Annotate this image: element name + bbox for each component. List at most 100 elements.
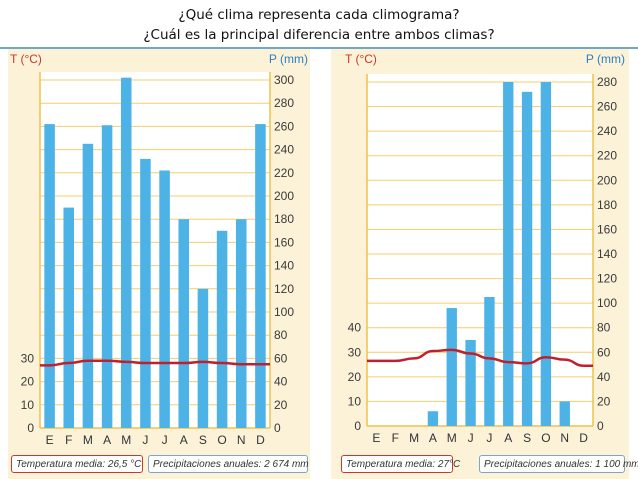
left-precip-bar — [120, 77, 132, 429]
right-precip-bar — [484, 297, 495, 426]
left-month-label: S — [199, 433, 207, 447]
right-right-tick-label: 60 — [597, 345, 611, 359]
left-precip-bar — [235, 219, 247, 428]
left-precip-bar — [216, 230, 228, 428]
right-right-tick-label: 20 — [597, 394, 611, 408]
right-precip-bar — [503, 82, 514, 426]
climograph-left-svg: 0204060801001201401601802002202402602803… — [10, 52, 308, 447]
right-precip-bar — [427, 411, 439, 426]
left-right-axis-title: P (mm) — [269, 52, 308, 66]
right-month-label: M — [447, 431, 457, 445]
left-right-tick-label: 200 — [274, 189, 294, 203]
left-right-tick-label: 140 — [274, 259, 294, 273]
right-right-tick-label: 260 — [597, 100, 617, 114]
left-month-label: J — [142, 433, 148, 447]
left-left-tick-label: 30 — [21, 351, 35, 365]
left-right-tick-label: 60 — [274, 351, 288, 365]
right-month-label: J — [468, 431, 474, 445]
left-left-tick-label: 0 — [27, 421, 34, 435]
right-month-label: J — [486, 431, 492, 445]
right-precip-bar — [540, 82, 552, 426]
left-right-tick-label: 180 — [274, 212, 294, 226]
climograph-right: 0 20 40 60 80 100 120 140 160 180 200 220 240 260 280 0… — [331, 49, 638, 479]
right-month-label: M — [409, 431, 419, 445]
climograph-right-svg: 0 20 40 60 80 100 120 140 160 180 200 220 240 260 280 0… — [345, 52, 625, 445]
left-right-tick-label: 120 — [274, 282, 294, 296]
left-month-label: J — [162, 433, 168, 447]
right-right-tick-label: 0 — [597, 419, 604, 433]
left-month-label: F — [65, 433, 72, 447]
left-month-label: O — [217, 433, 226, 447]
annual-precipitation-box-right: Precipitaciones anuales: 1 100 mm — [479, 455, 638, 473]
right-right-tick-label: 80 — [597, 321, 611, 335]
right-right-tick-label: 160 — [597, 222, 617, 236]
right-precip-bar — [446, 308, 457, 426]
right-right-tick-label: 120 — [597, 272, 617, 286]
right-month-label: E — [372, 431, 380, 445]
right-left-tick-label: 30 — [348, 345, 362, 359]
left-right-tick-label: 100 — [274, 305, 294, 319]
left-month-label: A — [103, 433, 111, 447]
right-right-tick-label: 280 — [597, 75, 617, 89]
climograph-left: 0 20 40 60 80 100 120 140 160 180 200 220 240 260 280 3… — [8, 49, 310, 479]
left-right-tick-label: 160 — [274, 235, 294, 249]
mean-temperature-box-left: Temperatura media: 26,5 °C — [11, 455, 143, 473]
left-temperature-line — [40, 359, 270, 367]
right-left-tick-label: 0 — [354, 419, 361, 433]
right-precip-bar — [465, 340, 476, 426]
header: ¿Qué clima representa cada climograma? ¿… — [0, 0, 638, 49]
right-month-label: F — [392, 431, 399, 445]
left-right-tick-label: 0 — [274, 421, 281, 435]
left-precip-bar — [178, 219, 190, 428]
left-right-tick-label: 220 — [274, 166, 294, 180]
annual-precipitation-box-left: Precipitaciones anuales: 2 674 mm — [148, 455, 309, 473]
left-month-label: E — [46, 433, 54, 447]
left-right-tick-label: 300 — [274, 73, 294, 87]
left-left-tick-label: 20 — [21, 375, 35, 389]
right-right-tick-label: 100 — [597, 296, 617, 310]
right-right-tick-label: 180 — [597, 198, 617, 212]
left-right-tick-label: 260 — [274, 119, 294, 133]
left-right-tick-label: 20 — [274, 398, 288, 412]
left-left-tick-label: 10 — [21, 398, 35, 412]
left-precip-bar — [197, 288, 209, 428]
left-left-axis-title: T (°C) — [10, 52, 42, 66]
right-right-tick-label: 240 — [597, 124, 617, 138]
mean-temperature-box-right: Temperatura media: 27°C — [341, 455, 460, 473]
right-left-tick-label: 20 — [348, 370, 362, 384]
left-precip-bar — [44, 124, 55, 428]
right-left-tick-label: 10 — [348, 394, 362, 408]
right-month-label: O — [541, 431, 550, 445]
left-precip-bar — [159, 170, 170, 428]
right-left-tick-label: 40 — [348, 321, 362, 335]
right-plot-area — [367, 74, 593, 426]
right-precip-bar — [559, 401, 570, 426]
question-2: ¿Cuál es la principal diferencia entre a… — [143, 27, 495, 43]
right-right-tick-label: 200 — [597, 173, 617, 187]
right-month-label: D — [579, 431, 588, 445]
left-right-tick-label: 240 — [274, 143, 294, 157]
left-right-tick-label: 40 — [274, 375, 288, 389]
right-precip-bar — [521, 91, 533, 427]
right-month-label: A — [429, 431, 437, 445]
right-right-axis-title: P (mm) — [586, 52, 625, 66]
left-precip-bar — [82, 143, 94, 429]
left-precip-bar — [255, 124, 266, 428]
question-1: ¿Qué clima representa cada climograma? — [178, 7, 460, 23]
right-month-label: S — [523, 431, 531, 445]
left-month-label: A — [180, 433, 188, 447]
right-right-tick-label: 140 — [597, 247, 617, 261]
left-right-tick-label: 80 — [274, 328, 288, 342]
left-precip-bar — [63, 207, 75, 428]
left-month-label: D — [256, 433, 265, 447]
left-month-label: N — [237, 433, 246, 447]
left-precip-bar — [140, 158, 151, 428]
right-right-tick-label: 220 — [597, 149, 617, 163]
left-precip-bar — [101, 125, 113, 429]
left-right-tick-label: 280 — [274, 96, 294, 110]
left-plot-area — [40, 72, 270, 428]
left-month-label: M — [83, 433, 93, 447]
left-month-label: M — [121, 433, 131, 447]
right-temperature-line — [367, 348, 593, 368]
right-month-label: A — [504, 431, 512, 445]
